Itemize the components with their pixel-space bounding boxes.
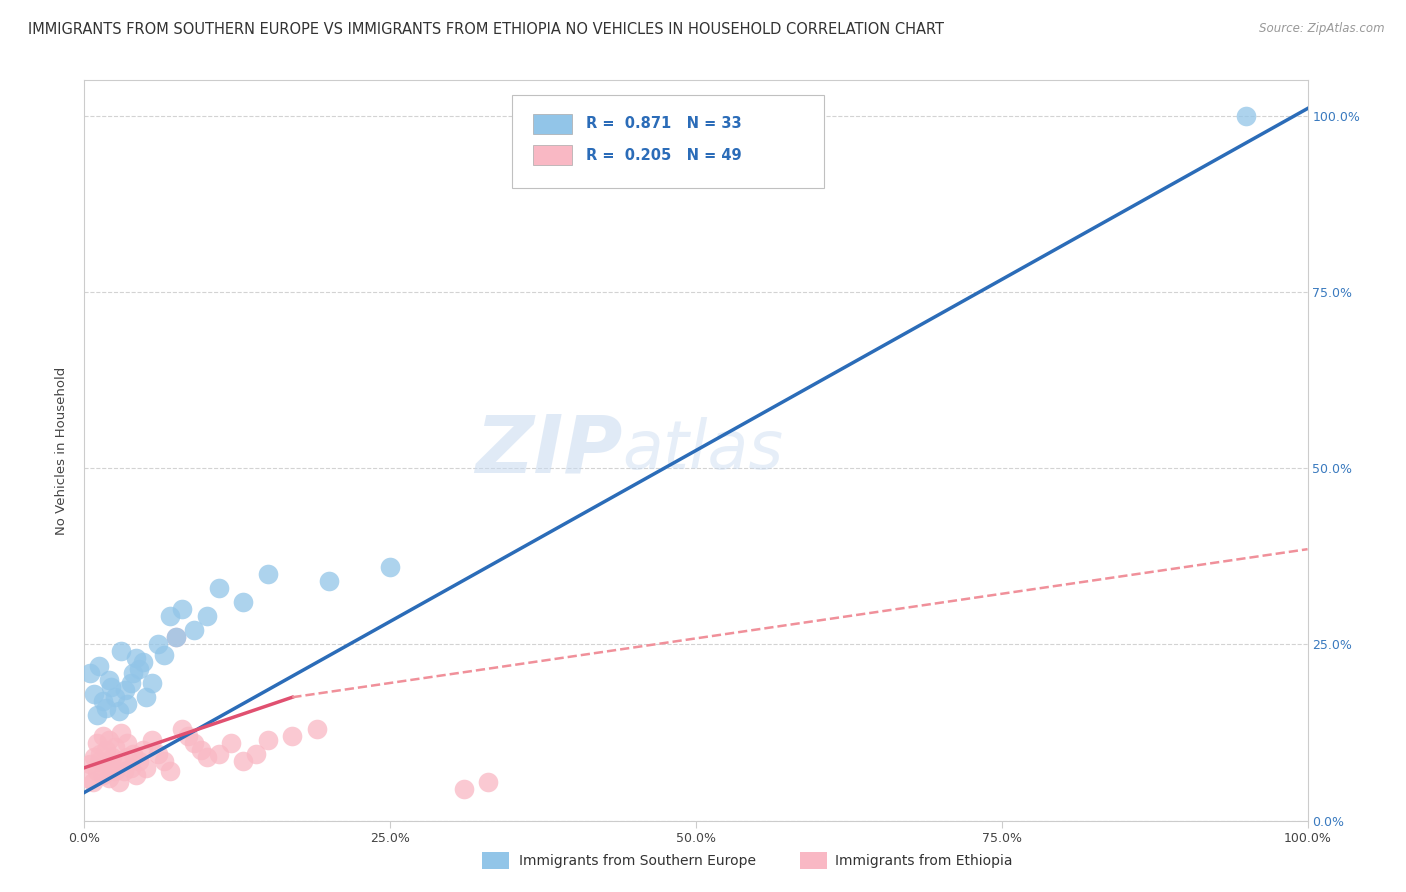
Text: Immigrants from Southern Europe: Immigrants from Southern Europe <box>519 854 755 868</box>
Point <box>122 747 145 761</box>
FancyBboxPatch shape <box>513 95 824 187</box>
Point <box>94 761 117 775</box>
Point <box>159 609 181 624</box>
Point <box>257 566 280 581</box>
Point <box>91 694 114 708</box>
Point <box>86 736 108 750</box>
Point <box>245 747 267 761</box>
Point <box>91 768 114 782</box>
Text: R =  0.871   N = 33: R = 0.871 N = 33 <box>586 117 741 131</box>
Point <box>195 750 218 764</box>
Y-axis label: No Vehicles in Household: No Vehicles in Household <box>55 367 69 534</box>
Point <box>91 729 114 743</box>
Point <box>101 750 124 764</box>
Point <box>120 676 142 690</box>
Point <box>100 757 122 772</box>
Point <box>177 729 200 743</box>
Point <box>79 757 101 772</box>
Point <box>107 704 129 718</box>
Point <box>141 732 163 747</box>
Point <box>232 595 254 609</box>
Point <box>132 743 155 757</box>
Point <box>1236 109 1258 123</box>
Point <box>110 725 132 739</box>
Point <box>97 732 120 747</box>
Point <box>107 775 129 789</box>
Point <box>257 732 280 747</box>
Text: Immigrants from Ethiopia: Immigrants from Ethiopia <box>835 854 1012 868</box>
Point <box>125 768 148 782</box>
Point <box>87 658 110 673</box>
Point <box>135 761 157 775</box>
Point <box>128 662 150 676</box>
Point <box>115 736 138 750</box>
Point <box>115 750 138 764</box>
Point <box>125 651 148 665</box>
Point <box>477 775 499 789</box>
Point <box>104 764 127 779</box>
FancyBboxPatch shape <box>533 113 572 135</box>
Point <box>159 764 181 779</box>
Point <box>132 655 155 669</box>
Point <box>183 624 205 638</box>
Point <box>120 761 142 775</box>
Point <box>79 665 101 680</box>
Point <box>86 764 108 779</box>
Point <box>141 676 163 690</box>
Point <box>172 602 194 616</box>
Point <box>96 701 118 715</box>
Point <box>183 736 205 750</box>
Point <box>153 648 176 662</box>
Point <box>128 754 150 768</box>
Text: R =  0.205   N = 49: R = 0.205 N = 49 <box>586 147 741 162</box>
Point <box>97 673 120 687</box>
Point <box>77 772 100 786</box>
Point <box>110 754 132 768</box>
Point <box>172 722 194 736</box>
FancyBboxPatch shape <box>482 853 509 869</box>
Point <box>112 764 135 779</box>
Point <box>380 559 402 574</box>
Point <box>208 581 231 595</box>
Point <box>165 630 187 644</box>
Text: atlas: atlas <box>623 417 783 483</box>
Point <box>318 574 340 588</box>
Text: IMMIGRANTS FROM SOUTHERN EUROPE VS IMMIGRANTS FROM ETHIOPIA NO VEHICLES IN HOUSE: IMMIGRANTS FROM SOUTHERN EUROPE VS IMMIG… <box>28 22 943 37</box>
Point <box>219 736 242 750</box>
Point <box>453 781 475 796</box>
Point <box>190 743 212 757</box>
Point <box>86 707 108 722</box>
Point <box>146 637 169 651</box>
Point <box>153 754 176 768</box>
Point <box>83 687 105 701</box>
Text: ZIP: ZIP <box>475 411 623 490</box>
Point <box>104 690 127 705</box>
Point <box>89 747 111 761</box>
Point <box>115 698 138 712</box>
Point <box>281 729 304 743</box>
Point <box>97 772 120 786</box>
FancyBboxPatch shape <box>533 145 572 165</box>
Text: Source: ZipAtlas.com: Source: ZipAtlas.com <box>1260 22 1385 36</box>
Point <box>110 644 132 658</box>
Point <box>87 754 110 768</box>
FancyBboxPatch shape <box>800 853 827 869</box>
Point <box>83 750 105 764</box>
Point <box>122 665 145 680</box>
Point <box>96 743 118 757</box>
Point <box>195 609 218 624</box>
Point <box>82 775 104 789</box>
Point <box>114 683 136 698</box>
Point <box>104 739 127 754</box>
Point <box>305 722 328 736</box>
Point <box>135 690 157 705</box>
Point <box>208 747 231 761</box>
Point <box>146 747 169 761</box>
Point <box>165 630 187 644</box>
Point <box>100 680 122 694</box>
Point <box>232 754 254 768</box>
